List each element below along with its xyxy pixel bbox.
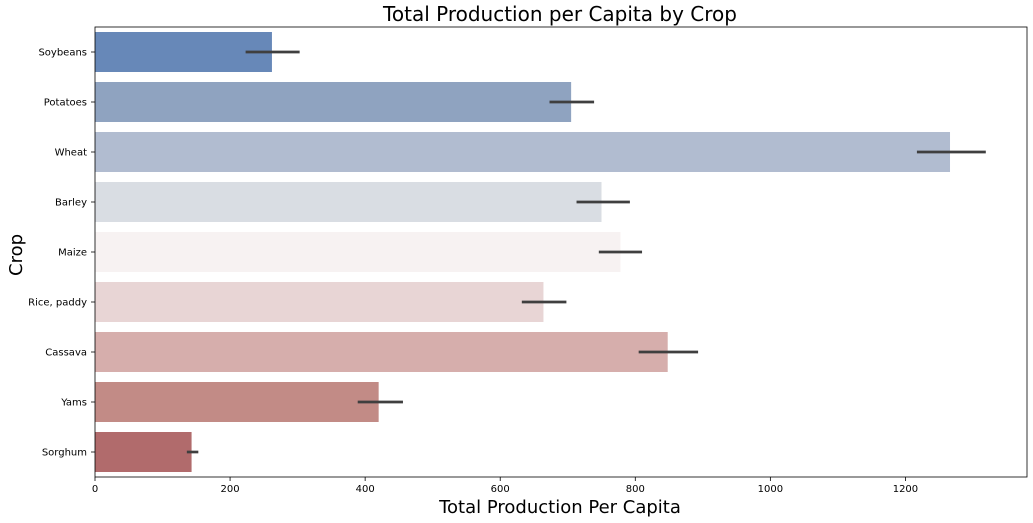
- bar-soybeans: [95, 32, 272, 72]
- x-axis-title: Total Production Per Capita: [438, 497, 681, 518]
- x-tick-label: 800: [626, 484, 645, 495]
- y-axis-ticks: Soybeans Potatoes Wheat Barley Maize Rice, pa…: [28, 48, 95, 459]
- y-tick-label: Barley: [55, 198, 87, 209]
- x-tick-label: 600: [491, 484, 510, 495]
- bar-potatoes: [95, 82, 572, 122]
- y-tick-label: Rice, paddy: [28, 298, 87, 309]
- bars-group: [95, 32, 951, 472]
- x-tick-label: 0: [92, 484, 98, 495]
- error-bars-group: [186, 50, 986, 454]
- y-tick-label: Wheat: [55, 148, 88, 159]
- bar-sorghum: [95, 432, 192, 472]
- bar-maize: [95, 232, 621, 272]
- bar-yams: [95, 382, 379, 422]
- y-tick-label: Cassava: [45, 348, 87, 359]
- y-tick-label: Sorghum: [42, 448, 87, 459]
- x-axis-ticks: 0 200 400 600 800 1000 1200: [92, 477, 918, 495]
- bar-wheat: [95, 132, 951, 172]
- bar-rice-paddy: [95, 282, 544, 322]
- bar-barley: [95, 182, 602, 222]
- bar-cassava: [95, 332, 668, 372]
- y-tick-label: Soybeans: [38, 48, 87, 59]
- y-tick-label: Potatoes: [44, 98, 87, 109]
- chart-title: Total Production per Capita by Crop: [382, 2, 737, 26]
- y-axis-title: Crop: [6, 234, 27, 276]
- y-tick-label: Yams: [60, 398, 87, 409]
- x-tick-label: 1000: [758, 484, 783, 495]
- x-tick-label: 400: [356, 484, 375, 495]
- y-tick-label: Maize: [58, 248, 87, 259]
- x-tick-label: 1200: [893, 484, 918, 495]
- x-tick-label: 200: [221, 484, 240, 495]
